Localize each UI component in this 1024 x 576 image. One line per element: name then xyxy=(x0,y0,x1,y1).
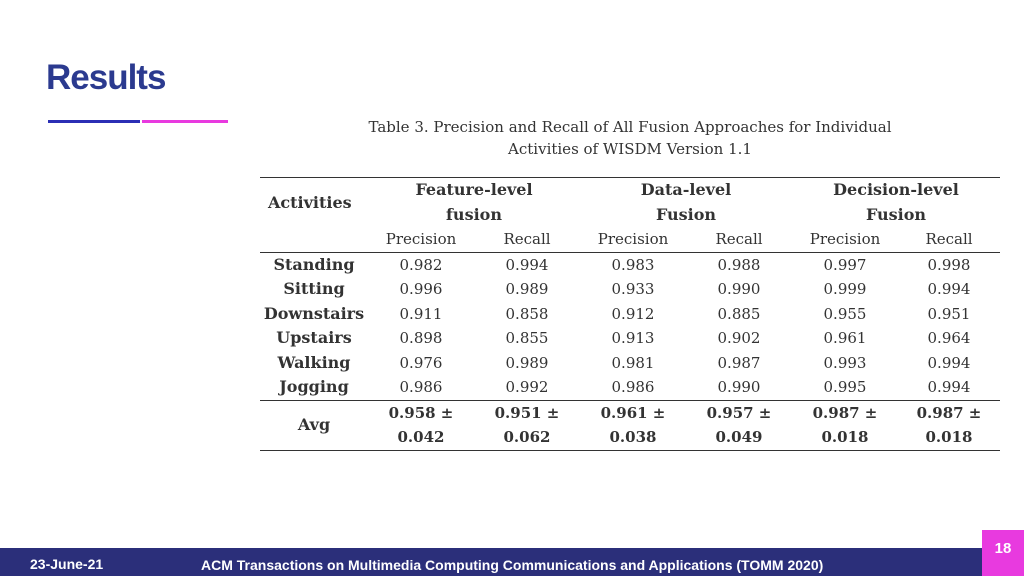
table-cell: 0.990 xyxy=(717,280,761,299)
group-decision-level-line2: Fusion xyxy=(865,204,927,224)
subheader-recall: Recall xyxy=(898,227,1000,253)
table-caption: Table 3. Precision and Recall of All Fus… xyxy=(340,116,920,160)
group-feature-level-line1: Feature-level xyxy=(368,177,580,203)
page-number-box xyxy=(982,530,1024,576)
subheader-empty xyxy=(260,227,368,253)
table-cell: 0.994 xyxy=(927,280,971,299)
table-cell: 0.994 xyxy=(927,378,971,397)
table-cell: 0.951 xyxy=(927,304,971,323)
avg-mean-cell: 0.961 ± xyxy=(580,399,686,425)
subheader-recall: Recall xyxy=(686,227,792,253)
table-row: Standing 0.982 0.994 0.983 0.988 0.997 0… xyxy=(260,252,1000,277)
subheader-precision: Precision xyxy=(580,227,686,253)
table-cell: 0.986 xyxy=(399,378,443,397)
table-cell: 0.902 xyxy=(717,329,761,348)
footer-date: 23-June-21 xyxy=(30,556,104,572)
activity-label: Jogging xyxy=(279,377,349,397)
subheader-precision: Precision xyxy=(792,227,898,253)
page-number: 18 xyxy=(994,540,1012,557)
avg-std-cell: 0.018 xyxy=(792,425,898,451)
table-cell: 0.913 xyxy=(611,329,655,348)
caption-line-1: Table 3. Precision and Recall of All Fus… xyxy=(368,118,892,136)
table-cell: 0.858 xyxy=(505,304,549,323)
table-cell: 0.989 xyxy=(505,353,549,372)
activities-header: Activities xyxy=(260,177,368,227)
avg-mean-cell: 0.957 ± xyxy=(686,399,792,425)
avg-mean-cell: 0.987 ± xyxy=(792,399,898,425)
subheader-precision: Precision xyxy=(368,227,474,253)
avg-std-cell: 0.038 xyxy=(580,425,686,451)
results-table: Activities Feature-level Data-level Deci… xyxy=(260,177,1000,451)
table-cell: 0.912 xyxy=(611,304,655,323)
group-data-level-line2: Fusion xyxy=(655,204,717,224)
title-underline-pink xyxy=(142,120,228,123)
table-cell: 0.996 xyxy=(399,280,443,299)
table-cell: 0.855 xyxy=(505,329,549,348)
activity-label: Sitting xyxy=(283,279,345,299)
table-cell: 0.997 xyxy=(823,255,867,274)
table-cell: 0.961 xyxy=(823,329,867,348)
group-feature-level-line2: fusion xyxy=(446,204,502,224)
avg-row-mean: Avg 0.958 ± 0.951 ± 0.961 ± 0.957 ± 0.98… xyxy=(260,399,1000,451)
avg-mean-cell: 0.958 ± xyxy=(368,399,474,425)
avg-row-std: 0.042 0.062 0.038 0.049 0.018 0.018 xyxy=(260,425,1000,451)
slide-title: Results xyxy=(46,58,166,97)
table-cell: 0.955 xyxy=(823,304,867,323)
table-cell: 0.999 xyxy=(823,280,867,299)
subheader-recall: Recall xyxy=(474,227,580,253)
caption-line-2: Activities of WISDM Version 1.1 xyxy=(508,140,752,158)
activity-label: Walking xyxy=(277,352,351,372)
table-cell: 0.911 xyxy=(399,304,443,323)
footer-journal: ACM Transactions on Multimedia Computing… xyxy=(201,557,824,573)
table-row: Jogging 0.986 0.992 0.986 0.990 0.995 0.… xyxy=(260,375,1000,400)
subheader-row: Precision Recall Precision Recall Precis… xyxy=(260,227,1000,253)
group-header-row-1: Activities Feature-level Data-level Deci… xyxy=(260,177,1000,227)
table-row: Walking 0.976 0.989 0.981 0.987 0.993 0.… xyxy=(260,351,1000,376)
avg-mean-cell: 0.987 ± xyxy=(898,399,1000,425)
table-cell: 0.964 xyxy=(927,329,971,348)
table-cell: 0.981 xyxy=(611,353,655,372)
table-row: Downstairs 0.911 0.858 0.912 0.885 0.955… xyxy=(260,302,1000,327)
table-cell: 0.994 xyxy=(505,255,549,274)
table-cell: 0.987 xyxy=(717,353,761,372)
footer-bar xyxy=(0,548,982,576)
activity-label: Standing xyxy=(273,254,355,274)
avg-std-cell: 0.049 xyxy=(686,425,792,451)
table-row: Sitting 0.996 0.989 0.933 0.990 0.999 0.… xyxy=(260,277,1000,302)
table-cell: 0.982 xyxy=(399,255,443,274)
avg-label: Avg xyxy=(260,399,368,451)
table-cell: 0.986 xyxy=(611,378,655,397)
avg-std-cell: 0.018 xyxy=(898,425,1000,451)
table-row: Upstairs 0.898 0.855 0.913 0.902 0.961 0… xyxy=(260,326,1000,351)
table-cell: 0.976 xyxy=(399,353,443,372)
table-cell: 0.989 xyxy=(505,280,549,299)
table-cell: 0.993 xyxy=(823,353,867,372)
group-header-row-2: fusion Fusion Fusion xyxy=(260,203,1000,228)
avg-std-cell: 0.042 xyxy=(368,425,474,451)
table-cell: 0.933 xyxy=(611,280,655,299)
table-cell: 0.983 xyxy=(611,255,655,274)
table-cell: 0.998 xyxy=(927,255,971,274)
table-cell: 0.994 xyxy=(927,353,971,372)
avg-std-cell: 0.062 xyxy=(474,425,580,451)
group-data-level-line1: Data-level xyxy=(580,177,792,203)
table-cell: 0.898 xyxy=(399,329,443,348)
table-cell: 0.995 xyxy=(823,378,867,397)
table-cell: 0.990 xyxy=(717,378,761,397)
table-cell: 0.885 xyxy=(717,304,761,323)
table-cell: 0.992 xyxy=(505,378,549,397)
activity-label: Upstairs xyxy=(276,328,352,348)
table-cell: 0.988 xyxy=(717,255,761,274)
title-underline-blue xyxy=(48,120,140,123)
group-decision-level-line1: Decision-level xyxy=(792,177,1000,203)
activity-label: Downstairs xyxy=(263,303,365,323)
avg-mean-cell: 0.951 ± xyxy=(474,399,580,425)
